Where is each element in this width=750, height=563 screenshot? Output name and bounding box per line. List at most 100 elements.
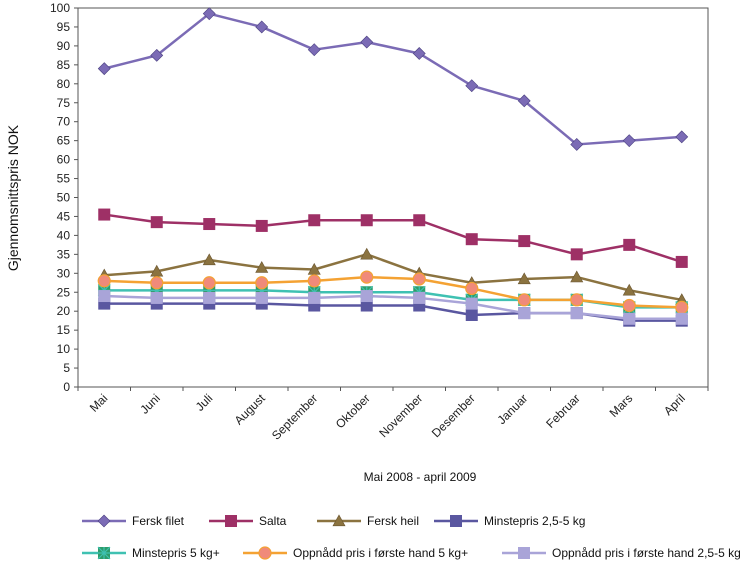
data-point	[203, 291, 216, 304]
series-line	[104, 302, 682, 322]
y-tick-label: 5	[63, 361, 70, 375]
data-point	[465, 233, 478, 246]
legend-label: Salta	[259, 514, 287, 528]
data-point	[360, 247, 374, 260]
data-point	[570, 307, 583, 320]
data-point	[307, 274, 321, 288]
legend-label: Oppnådd pris i første hand 5 kg+	[293, 546, 468, 560]
data-point	[360, 214, 373, 227]
legend-label: Fersk filet	[132, 514, 185, 528]
data-point	[150, 276, 164, 290]
x-tick-label: Juli	[193, 391, 216, 414]
series-line	[104, 213, 683, 264]
data-point	[258, 546, 272, 560]
y-tick-label: 100	[50, 1, 70, 15]
series-line	[103, 12, 682, 146]
y-tick-label: 50	[57, 191, 71, 205]
data-point	[622, 283, 636, 296]
data-point	[202, 276, 216, 290]
data-point	[360, 35, 374, 49]
plot-frame	[77, 7, 709, 388]
data-point	[675, 130, 689, 144]
legend-item: Fersk filet	[82, 514, 185, 528]
y-tick-label: 70	[57, 115, 71, 129]
y-tick-label: 45	[57, 209, 71, 223]
data-point	[517, 293, 531, 307]
series-1	[97, 7, 689, 151]
data-point	[518, 307, 531, 320]
x-tick-label: Mars	[607, 391, 636, 420]
data-point	[570, 293, 584, 307]
data-point	[465, 297, 478, 310]
data-point	[98, 208, 111, 221]
data-point	[517, 272, 531, 285]
legend: Fersk filet Salta Fersk heil Minstepris 2,5…	[82, 514, 741, 560]
data-point	[308, 291, 321, 304]
series-line	[104, 253, 682, 302]
x-tick-label: Januar	[495, 391, 531, 427]
x-tick-label: November	[376, 391, 425, 440]
data-point	[98, 290, 111, 303]
legend-item: Oppnådd pris i første hand 5 kg+	[243, 546, 468, 560]
y-tick-label: 90	[57, 39, 71, 53]
data-point	[623, 238, 636, 251]
data-point	[97, 62, 111, 76]
data-point	[360, 290, 373, 303]
data-point	[360, 299, 373, 312]
data-point	[255, 20, 269, 34]
data-point	[517, 94, 531, 108]
data-point	[150, 216, 163, 229]
data-point	[97, 546, 111, 560]
data-point	[675, 255, 688, 268]
data-point-star	[202, 283, 216, 297]
data-point	[465, 308, 478, 321]
legend-label: Oppnådd pris i første hand 2,5-5 kg	[552, 546, 741, 560]
y-tick-label: 95	[57, 20, 71, 34]
y-tick-label: 80	[57, 77, 71, 91]
data-point	[150, 48, 164, 62]
legend-label: Minstepris 5 kg+	[132, 546, 220, 560]
data-point	[622, 134, 636, 148]
data-point	[225, 515, 237, 527]
data-point	[413, 214, 426, 227]
data-point	[570, 270, 584, 283]
data-point-star	[255, 283, 269, 297]
data-point	[465, 281, 479, 296]
x-tick-label: September	[269, 391, 320, 442]
data-point	[255, 276, 269, 290]
data-point	[450, 515, 462, 527]
data-point	[202, 7, 216, 21]
series-7	[98, 290, 688, 325]
series-6	[97, 270, 689, 315]
data-point	[97, 514, 111, 528]
x-axis-title: Mai 2008 - april 2009	[364, 470, 477, 484]
series-layer	[97, 7, 689, 327]
data-point	[307, 43, 321, 57]
legend-label: Minstepris 2,5-5 kg	[484, 514, 585, 528]
data-point	[255, 260, 269, 273]
data-point	[570, 138, 584, 151]
legend-item: Minstepris 2,5-5 kg	[434, 514, 585, 528]
y-tick-label: 30	[57, 266, 71, 280]
series-2	[98, 208, 688, 268]
y-tick-label: 15	[57, 323, 71, 337]
data-point	[97, 274, 111, 288]
x-tick-label: April	[661, 391, 688, 418]
data-point	[203, 218, 216, 231]
data-point	[360, 270, 374, 284]
data-point	[332, 514, 346, 527]
x-tick-label: Desember	[429, 391, 478, 440]
data-point	[150, 291, 163, 304]
data-point	[412, 47, 426, 60]
data-point	[308, 214, 321, 227]
data-point	[412, 272, 426, 286]
x-tick-label: Juni	[137, 391, 162, 416]
x-tick-label: Oktober	[333, 391, 373, 431]
y-tick-label: 75	[57, 96, 71, 110]
data-point-star	[150, 283, 164, 297]
data-point	[675, 312, 688, 325]
legend-item: Salta	[209, 514, 287, 528]
legend-item: Oppnådd pris i første hand 2,5-5 kg	[502, 546, 741, 560]
